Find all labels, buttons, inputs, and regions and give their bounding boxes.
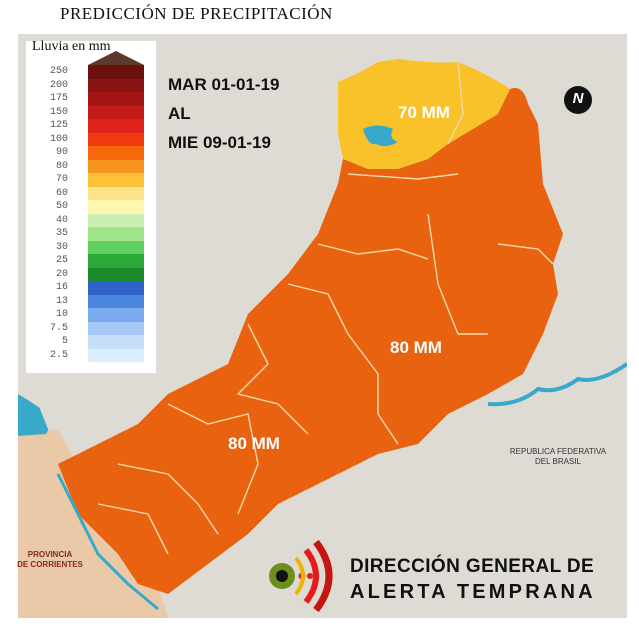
legend-entry-swatch bbox=[88, 200, 144, 214]
legend-entry-swatch bbox=[88, 254, 144, 268]
legend-entry-label: 20 bbox=[55, 268, 68, 280]
legend-entry: 20 bbox=[26, 267, 156, 281]
legend-arrow-icon bbox=[88, 51, 144, 65]
legend-entry-label: 150 bbox=[49, 106, 68, 118]
legend-entry: 25 bbox=[26, 254, 156, 268]
map-label-north: 70 MM bbox=[398, 103, 450, 122]
legend-entry-swatch bbox=[88, 105, 144, 119]
legend-entry-swatch bbox=[88, 294, 144, 308]
legend-entry: 30 bbox=[26, 240, 156, 254]
legend-entry-label: 5 bbox=[61, 336, 68, 347]
legend-entry-swatch bbox=[88, 132, 144, 146]
logo-line1: DIRECCIÓN GENERAL DE bbox=[350, 556, 595, 577]
legend-title: Lluvia en mm bbox=[32, 39, 111, 54]
legend-entry-swatch bbox=[88, 308, 144, 322]
legend-entry: 150 bbox=[26, 105, 156, 119]
legend-entry-swatch bbox=[88, 227, 144, 241]
legend-entry-label: 70 bbox=[55, 174, 68, 185]
map-label-east: 80 MM bbox=[390, 338, 442, 357]
corrientes-label: PROVINCIA DE CORRIENTES bbox=[15, 550, 85, 570]
legend-entry-swatch bbox=[88, 119, 144, 133]
legend-entry: 5 bbox=[26, 335, 156, 349]
river-west bbox=[18, 394, 50, 436]
legend-entry: 60 bbox=[26, 186, 156, 200]
legend-entry-swatch bbox=[88, 186, 144, 200]
legend-entry-label: 2.5 bbox=[49, 349, 68, 361]
legend-entry-label: 13 bbox=[55, 295, 68, 307]
legend-entry: 175 bbox=[26, 92, 156, 106]
legend-entry-label: 40 bbox=[55, 214, 68, 226]
legend-entry-swatch bbox=[88, 348, 144, 362]
rainfall-legend: Lluvia en mm 250 200 175 150 125 100 90 80 70 60 5… bbox=[25, 39, 157, 374]
legend-entry: 7.5 bbox=[26, 321, 156, 335]
date-from: MAR 01-01-19 bbox=[168, 75, 280, 94]
legend-entry-label: 80 bbox=[55, 160, 68, 172]
legend-entry: 80 bbox=[26, 159, 156, 173]
paraguay-area bbox=[18, 34, 627, 434]
brazil-label-line1: REPUBLICA FEDERATIVA bbox=[509, 447, 607, 456]
legend-entry-swatch bbox=[88, 146, 144, 160]
date-to: MIE 09-01-19 bbox=[168, 133, 271, 152]
legend-entry-label: 7.5 bbox=[49, 322, 68, 334]
legend-entry: 10 bbox=[26, 308, 156, 322]
legend-entry-swatch bbox=[88, 65, 144, 79]
logo-line2: ALERTA TEMPRANA bbox=[350, 581, 596, 603]
legend-entry-label: 25 bbox=[55, 255, 68, 266]
legend-entry-label: 100 bbox=[49, 133, 68, 145]
brazil-label-line2: DEL BRASIL bbox=[535, 457, 581, 466]
lake bbox=[363, 125, 398, 147]
alerta-logo-icon bbox=[269, 540, 333, 612]
legend-entry-swatch bbox=[88, 173, 144, 187]
legend-entry-label: 90 bbox=[55, 147, 68, 158]
legend-entry-swatch bbox=[88, 335, 144, 349]
legend-entry-swatch bbox=[88, 92, 144, 106]
legend-entry: 16 bbox=[26, 281, 156, 295]
legend-entry-swatch bbox=[88, 281, 144, 295]
legend-entry: 250 bbox=[26, 65, 156, 79]
map-label-south: 80 MM bbox=[228, 434, 280, 453]
legend-entry-label: 250 bbox=[49, 66, 68, 77]
legend-entry-label: 10 bbox=[55, 309, 68, 320]
legend-entry: 90 bbox=[26, 146, 156, 160]
map-area bbox=[18, 34, 627, 618]
parana-river-east bbox=[487, 362, 627, 407]
date-range: MAR 01-01-19 AL MIE 09-01-19 bbox=[168, 70, 280, 157]
legend-entry-label: 16 bbox=[55, 282, 68, 293]
legend-entry-swatch bbox=[88, 267, 144, 281]
legend-entry-label: 125 bbox=[49, 120, 68, 131]
department-borders bbox=[97, 61, 554, 555]
legend-entry-label: 200 bbox=[49, 79, 68, 91]
legend-entry-swatch bbox=[88, 240, 144, 254]
legend-entry: 70 bbox=[26, 173, 156, 187]
legend-entry-swatch bbox=[88, 78, 144, 92]
date-connector: AL bbox=[168, 104, 191, 123]
legend-entry: 100 bbox=[26, 132, 156, 146]
legend-entry-swatch bbox=[88, 321, 144, 335]
map-svg bbox=[18, 34, 627, 618]
legend-entry: 200 bbox=[26, 78, 156, 92]
corrientes-label-line1: PROVINCIA bbox=[27, 550, 73, 559]
region-80mm bbox=[58, 88, 563, 594]
legend-entry-label: 175 bbox=[49, 93, 68, 104]
legend-entry-label: 35 bbox=[55, 228, 68, 239]
legend-entry: 125 bbox=[26, 119, 156, 133]
legend-entry-swatch bbox=[88, 159, 144, 173]
legend-entry: 35 bbox=[26, 227, 156, 241]
corrientes-label-line2: DE CORRIENTES bbox=[17, 560, 83, 569]
north-arrow-letter: N bbox=[572, 90, 584, 107]
legend-entry-label: 30 bbox=[55, 241, 68, 253]
parana-river-south bbox=[56, 473, 159, 611]
legend-entry-label: 50 bbox=[55, 201, 68, 212]
legend-entry: 13 bbox=[26, 294, 156, 308]
brazil-label: REPUBLICA FEDERATIVA DEL BRASIL bbox=[503, 447, 613, 467]
legend-entry: 50 bbox=[26, 200, 156, 214]
legend-entry-swatch bbox=[88, 213, 144, 227]
legend-entry-label: 60 bbox=[55, 187, 68, 199]
north-arrow-icon: N bbox=[564, 86, 592, 114]
legend-entry: 40 bbox=[26, 213, 156, 227]
page-title: PREDICCIÓN DE PRECIPITACIÓN bbox=[60, 4, 333, 23]
legend-entry: 2.5 bbox=[26, 348, 156, 362]
